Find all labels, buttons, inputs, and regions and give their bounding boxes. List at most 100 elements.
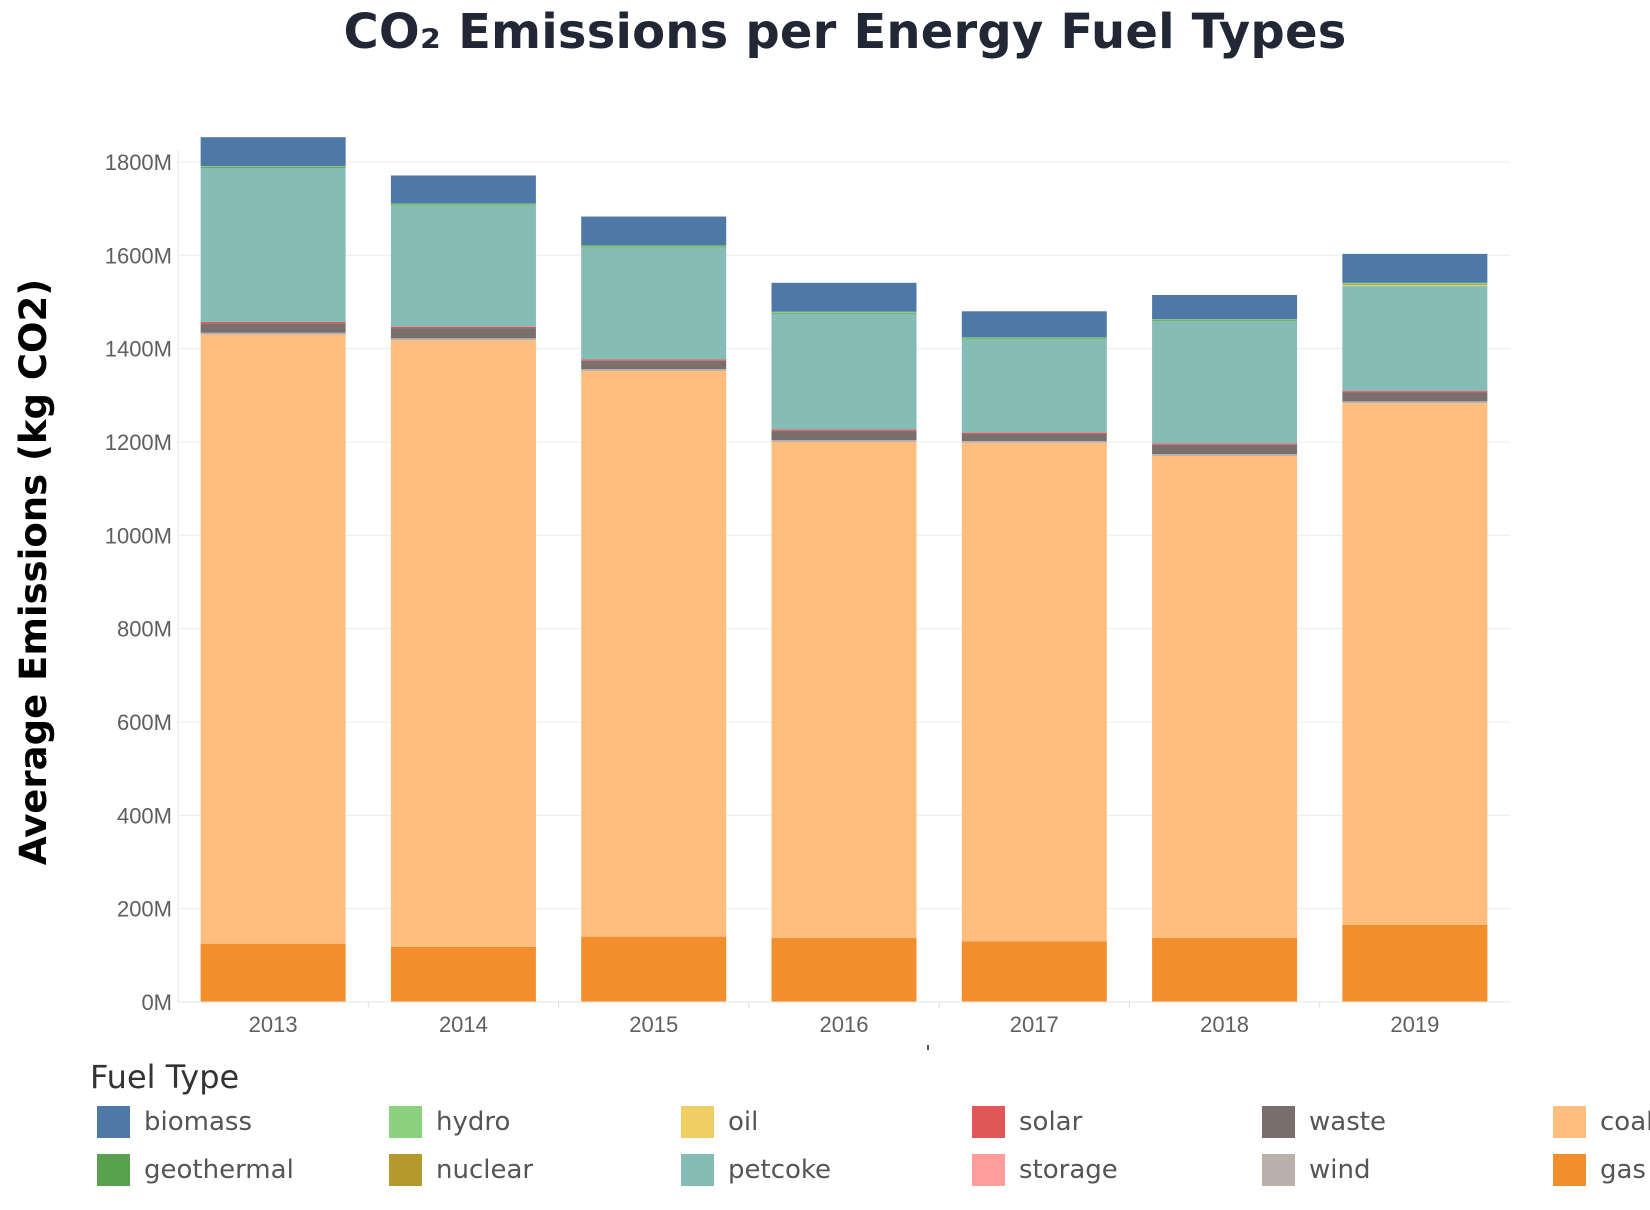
x-tick-label: 2015 bbox=[629, 1012, 678, 1037]
bar-segment-solar bbox=[961, 432, 1107, 435]
bar-segment-waste bbox=[200, 323, 346, 333]
y-tick-label: 1200M bbox=[105, 430, 172, 455]
bar-segment-petcoke bbox=[771, 313, 917, 430]
x-tick-label: 2014 bbox=[439, 1012, 488, 1037]
bar-segment-biomass bbox=[581, 216, 727, 246]
legend-label: solar bbox=[1019, 1107, 1083, 1137]
chart-canvas: 0M 200M 400M 600M 800M 1000M 1200M 1400M 1600M 18… bbox=[12, 137, 1510, 1050]
bar-segment-coal bbox=[961, 442, 1107, 942]
legend-item-solar: solar bbox=[972, 1104, 1082, 1140]
x-tick-label: 2017 bbox=[1010, 1012, 1059, 1037]
legend-label: waste bbox=[1309, 1107, 1386, 1137]
bar-segment-waste bbox=[1342, 392, 1488, 402]
legend-label: coal bbox=[1600, 1107, 1650, 1137]
legend-item-waste: waste bbox=[1262, 1104, 1386, 1140]
bar-segment-hydro bbox=[771, 311, 917, 313]
legend-item-nuclear: nuclear bbox=[389, 1152, 533, 1188]
x-tick-label: 2013 bbox=[249, 1012, 298, 1037]
bar-segment-hydro bbox=[1152, 319, 1298, 321]
bar-segment-geothermal bbox=[390, 204, 536, 206]
y-tick-label: 1600M bbox=[105, 243, 172, 268]
bar-segment-gas bbox=[961, 941, 1107, 1002]
legend-title: Fuel Type bbox=[90, 1058, 240, 1096]
y-tick-label: 400M bbox=[117, 803, 172, 828]
bar-segment-biomass bbox=[1152, 294, 1298, 320]
legend-swatch bbox=[681, 1154, 714, 1186]
bar-segment-coal bbox=[581, 371, 727, 937]
bar-segment-solar bbox=[390, 326, 536, 329]
legend-swatch bbox=[97, 1154, 130, 1186]
x-tick-label: 2016 bbox=[820, 1012, 869, 1037]
legend-item-storage: storage bbox=[972, 1152, 1118, 1188]
bar-segment-wind bbox=[200, 332, 346, 335]
bar-segment-solar bbox=[1152, 443, 1298, 445]
legend-label: biomass bbox=[144, 1107, 252, 1137]
legend-item-biomass: biomass bbox=[97, 1104, 252, 1140]
legend-swatch bbox=[97, 1106, 130, 1138]
legend-label: wind bbox=[1309, 1155, 1371, 1185]
bar-segment-hydro bbox=[961, 337, 1107, 339]
legend-item-petcoke: petcoke bbox=[681, 1152, 831, 1188]
bar-segment-gas bbox=[581, 936, 727, 1002]
bar-segment-waste bbox=[1152, 444, 1298, 455]
legend-swatch bbox=[389, 1106, 422, 1138]
bar-segment-solar bbox=[200, 322, 346, 324]
bar-segment-geothermal bbox=[1152, 320, 1298, 322]
bar-segment-petcoke bbox=[961, 339, 1107, 433]
legend-swatch bbox=[1262, 1106, 1295, 1138]
legend-swatch bbox=[972, 1106, 1005, 1138]
bar-segment-waste bbox=[771, 430, 917, 441]
bar-segment-geothermal bbox=[1342, 283, 1488, 285]
bar-segment-gas bbox=[771, 938, 917, 1002]
bar-segment-gas bbox=[200, 943, 346, 1002]
legend-item-hydro: hydro bbox=[389, 1104, 510, 1140]
bar-segment-wind bbox=[1152, 454, 1298, 456]
legend-swatch bbox=[681, 1106, 714, 1138]
legend-label: petcoke bbox=[728, 1155, 832, 1185]
bar-segment-petcoke bbox=[1342, 286, 1488, 392]
legend-label: gas bbox=[1600, 1155, 1646, 1185]
bar-segment-coal bbox=[390, 340, 536, 947]
bar-segment-hydro bbox=[390, 203, 536, 205]
bar-segment-gas bbox=[390, 946, 536, 1002]
bar-segment-coal bbox=[1152, 455, 1298, 939]
bar-segment-geothermal bbox=[581, 246, 727, 248]
bar-segment-wind bbox=[1342, 401, 1488, 404]
legend-label: oil bbox=[728, 1107, 759, 1137]
bar-segment-biomass bbox=[1342, 253, 1488, 283]
y-tick-label: 600M bbox=[117, 710, 172, 735]
bar-segment-hydro bbox=[1342, 282, 1488, 284]
bar-segment-solar bbox=[1342, 391, 1488, 393]
bar-segment-petcoke bbox=[581, 247, 727, 360]
bar-segment-solar bbox=[581, 359, 727, 361]
bar-segment-hydro bbox=[200, 166, 346, 168]
bar-segment-biomass bbox=[771, 282, 917, 312]
chart-title: CO₂ Emissions per Energy Fuel Types bbox=[343, 4, 1347, 60]
bar-segment-coal bbox=[771, 441, 917, 939]
bar-segment-petcoke bbox=[390, 205, 536, 327]
legend-item-geothermal: geothermal bbox=[97, 1152, 294, 1188]
bar-segment-petcoke bbox=[1152, 321, 1298, 444]
bar-segment-wind bbox=[581, 369, 727, 372]
axes: 0M 200M 400M 600M 800M 1000M 1200M 1400M 1600M 18… bbox=[105, 150, 1510, 1050]
bar-segment-petcoke bbox=[200, 168, 346, 323]
legend-swatch bbox=[1262, 1154, 1295, 1186]
legend-label: storage bbox=[1019, 1155, 1118, 1185]
x-tick-label: 2018 bbox=[1200, 1012, 1249, 1037]
y-tick-label: 800M bbox=[117, 617, 172, 642]
bars bbox=[200, 137, 1488, 1002]
bar-segment-solar bbox=[771, 429, 917, 431]
bar-segment-geothermal bbox=[961, 338, 1107, 340]
legend-item-oil: oil bbox=[681, 1104, 758, 1140]
bar-segment-biomass bbox=[390, 175, 536, 204]
bar-segment-wind bbox=[961, 441, 1107, 443]
legend-item-gas: gas bbox=[1553, 1152, 1646, 1188]
legend-swatch bbox=[389, 1154, 422, 1186]
legend-swatch bbox=[1553, 1154, 1586, 1186]
legend-label: hydro bbox=[436, 1107, 511, 1137]
bar-segment-wind bbox=[771, 440, 917, 442]
bar-segment-wind bbox=[390, 338, 536, 341]
y-tick-label: 1800M bbox=[105, 150, 172, 175]
x-tick-label: 2019 bbox=[1390, 1012, 1439, 1037]
y-tick-label: 1400M bbox=[105, 337, 172, 362]
